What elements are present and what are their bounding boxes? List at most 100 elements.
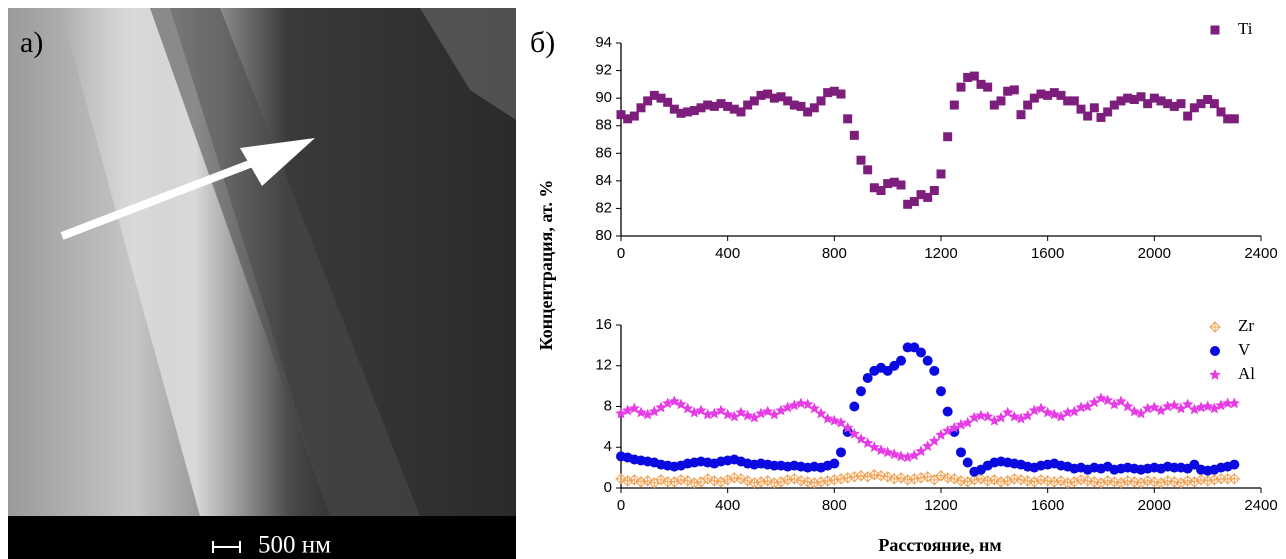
marker — [1102, 394, 1114, 406]
marker — [849, 401, 860, 412]
marker — [1189, 103, 1199, 113]
marker — [921, 471, 934, 483]
marker — [896, 355, 906, 366]
marker — [936, 169, 946, 179]
marker — [748, 411, 760, 423]
marker — [928, 435, 940, 446]
marker — [943, 132, 953, 142]
marker — [995, 411, 1007, 423]
x-axis-label: Расстояние, нм — [878, 535, 1001, 555]
marker — [1115, 395, 1127, 407]
marker — [916, 347, 926, 358]
marker — [863, 165, 873, 175]
marker — [749, 96, 759, 106]
marker — [1210, 346, 1220, 356]
marker — [936, 386, 946, 397]
marker — [1069, 96, 1079, 106]
marker — [1210, 25, 1220, 35]
marker — [1096, 112, 1106, 122]
marker — [615, 407, 627, 419]
panel-label: а) — [20, 26, 43, 59]
y-tick-label: 94 — [595, 34, 612, 51]
marker — [1082, 400, 1094, 412]
marker — [683, 107, 693, 117]
marker — [815, 407, 827, 419]
y-tick-label: 92 — [595, 62, 612, 79]
marker — [935, 429, 947, 440]
marker — [1122, 400, 1134, 412]
marker — [1108, 398, 1120, 410]
marker — [1196, 99, 1206, 109]
marker — [1015, 412, 1027, 424]
x-tick-label: 1200 — [924, 245, 957, 262]
marker — [1142, 402, 1154, 414]
marker — [1228, 397, 1240, 409]
marker — [688, 406, 700, 418]
marker — [969, 71, 979, 81]
legend-label: Ti — [1238, 19, 1253, 38]
marker — [829, 458, 840, 469]
y-tick-label: 90 — [595, 89, 612, 106]
marker — [623, 114, 633, 124]
marker — [883, 179, 893, 189]
x-tick-label: 400 — [715, 497, 740, 514]
marker — [843, 114, 853, 124]
marker — [783, 96, 793, 106]
marker — [903, 199, 913, 209]
marker — [828, 414, 840, 426]
marker — [723, 101, 733, 111]
marker — [629, 111, 639, 121]
marker — [929, 186, 939, 196]
axes — [620, 43, 1261, 237]
marker — [942, 406, 953, 417]
y-tick-label: 0 — [604, 479, 612, 496]
marker — [948, 421, 960, 433]
marker — [816, 96, 826, 106]
marker — [1209, 321, 1221, 333]
marker — [1209, 369, 1221, 380]
marker — [983, 82, 993, 92]
marker — [1163, 99, 1173, 109]
marker — [956, 82, 966, 92]
y-tick-label: 82 — [595, 199, 612, 216]
marker — [736, 107, 746, 117]
marker — [1229, 114, 1239, 124]
marker — [1068, 405, 1080, 417]
marker — [616, 110, 626, 120]
marker — [662, 397, 674, 409]
marker — [829, 86, 839, 96]
marker — [822, 412, 834, 424]
marker — [922, 355, 933, 366]
marker — [988, 414, 1000, 426]
marker — [796, 101, 806, 111]
x-tick-label: 0 — [617, 245, 625, 262]
x-tick-label: 2400 — [1244, 245, 1277, 262]
marker — [1216, 107, 1226, 117]
marker — [862, 372, 873, 383]
marker — [875, 444, 887, 456]
x-tick-label: 800 — [822, 245, 847, 262]
marker — [1095, 392, 1107, 404]
marker — [1055, 410, 1067, 422]
marker — [823, 88, 833, 98]
x-tick-label: 400 — [715, 245, 740, 262]
panel-label: б) — [530, 26, 555, 59]
marker — [768, 408, 780, 420]
legend-label: V — [1238, 340, 1251, 359]
marker — [1149, 93, 1159, 103]
marker — [916, 190, 926, 200]
marker — [649, 90, 659, 100]
marker — [1042, 406, 1054, 418]
marker — [1063, 96, 1073, 106]
marker — [682, 402, 694, 414]
marker — [716, 99, 726, 109]
marker — [755, 407, 767, 419]
marker — [908, 449, 920, 461]
marker — [1009, 85, 1019, 95]
marker — [836, 447, 846, 458]
y-tick-label: 4 — [604, 438, 612, 455]
marker — [1028, 404, 1040, 416]
y-tick-label: 84 — [595, 172, 612, 189]
marker — [1128, 405, 1140, 417]
marker — [882, 446, 894, 458]
